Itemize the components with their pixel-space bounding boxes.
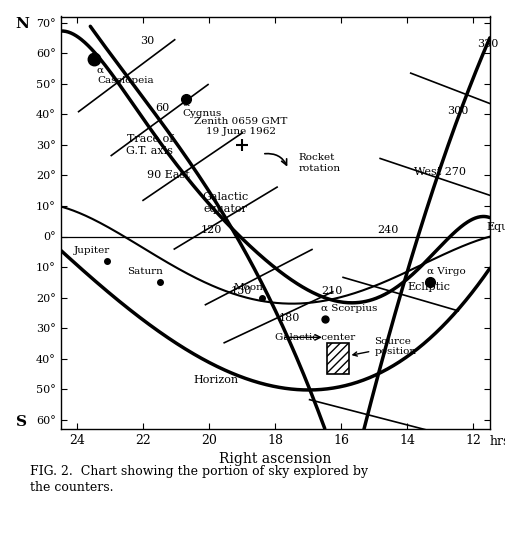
Text: 300: 300 bbox=[447, 106, 468, 116]
Text: Rocket
rotation: Rocket rotation bbox=[298, 153, 340, 173]
Text: Saturn: Saturn bbox=[127, 267, 163, 276]
Text: S: S bbox=[17, 415, 27, 429]
Text: 150: 150 bbox=[231, 287, 252, 296]
Text: 240: 240 bbox=[378, 226, 399, 235]
Text: N: N bbox=[15, 16, 29, 30]
Text: 19 June 1962: 19 June 1962 bbox=[206, 126, 276, 136]
Text: Equator: Equator bbox=[486, 222, 505, 232]
Text: α Scorpius: α Scorpius bbox=[322, 304, 378, 313]
Text: Ecliptic: Ecliptic bbox=[408, 282, 450, 292]
Text: FIG. 2.  Chart showing the portion of sky explored by: FIG. 2. Chart showing the portion of sky… bbox=[30, 465, 369, 478]
Text: the counters.: the counters. bbox=[30, 481, 114, 494]
X-axis label: Right ascension: Right ascension bbox=[219, 453, 331, 466]
Text: α
Cygnus: α Cygnus bbox=[183, 99, 222, 118]
Text: Moon: Moon bbox=[234, 283, 264, 292]
Text: 60: 60 bbox=[156, 103, 170, 113]
Text: 120: 120 bbox=[201, 226, 222, 235]
Text: 330: 330 bbox=[477, 39, 498, 49]
Bar bbox=[327, 343, 348, 374]
Text: Horizon: Horizon bbox=[193, 375, 238, 385]
Text: α Virgo: α Virgo bbox=[427, 267, 466, 276]
Text: 90 East: 90 East bbox=[146, 170, 189, 180]
Text: 210: 210 bbox=[322, 287, 343, 296]
Text: Galactic center: Galactic center bbox=[275, 333, 356, 342]
Text: α
Cassiopeia: α Cassiopeia bbox=[97, 65, 154, 85]
Text: Trace of
G.T. axis: Trace of G.T. axis bbox=[126, 134, 173, 156]
Text: Galactic
equator: Galactic equator bbox=[203, 192, 249, 214]
Text: Source
position: Source position bbox=[353, 337, 417, 356]
Text: Zenith 0659 GMT: Zenith 0659 GMT bbox=[194, 118, 287, 127]
Text: Jupiter: Jupiter bbox=[74, 246, 110, 255]
Text: 180: 180 bbox=[279, 313, 300, 323]
Text: hrs: hrs bbox=[490, 435, 505, 448]
Text: 30: 30 bbox=[140, 36, 154, 46]
Text: West 270: West 270 bbox=[414, 167, 466, 177]
